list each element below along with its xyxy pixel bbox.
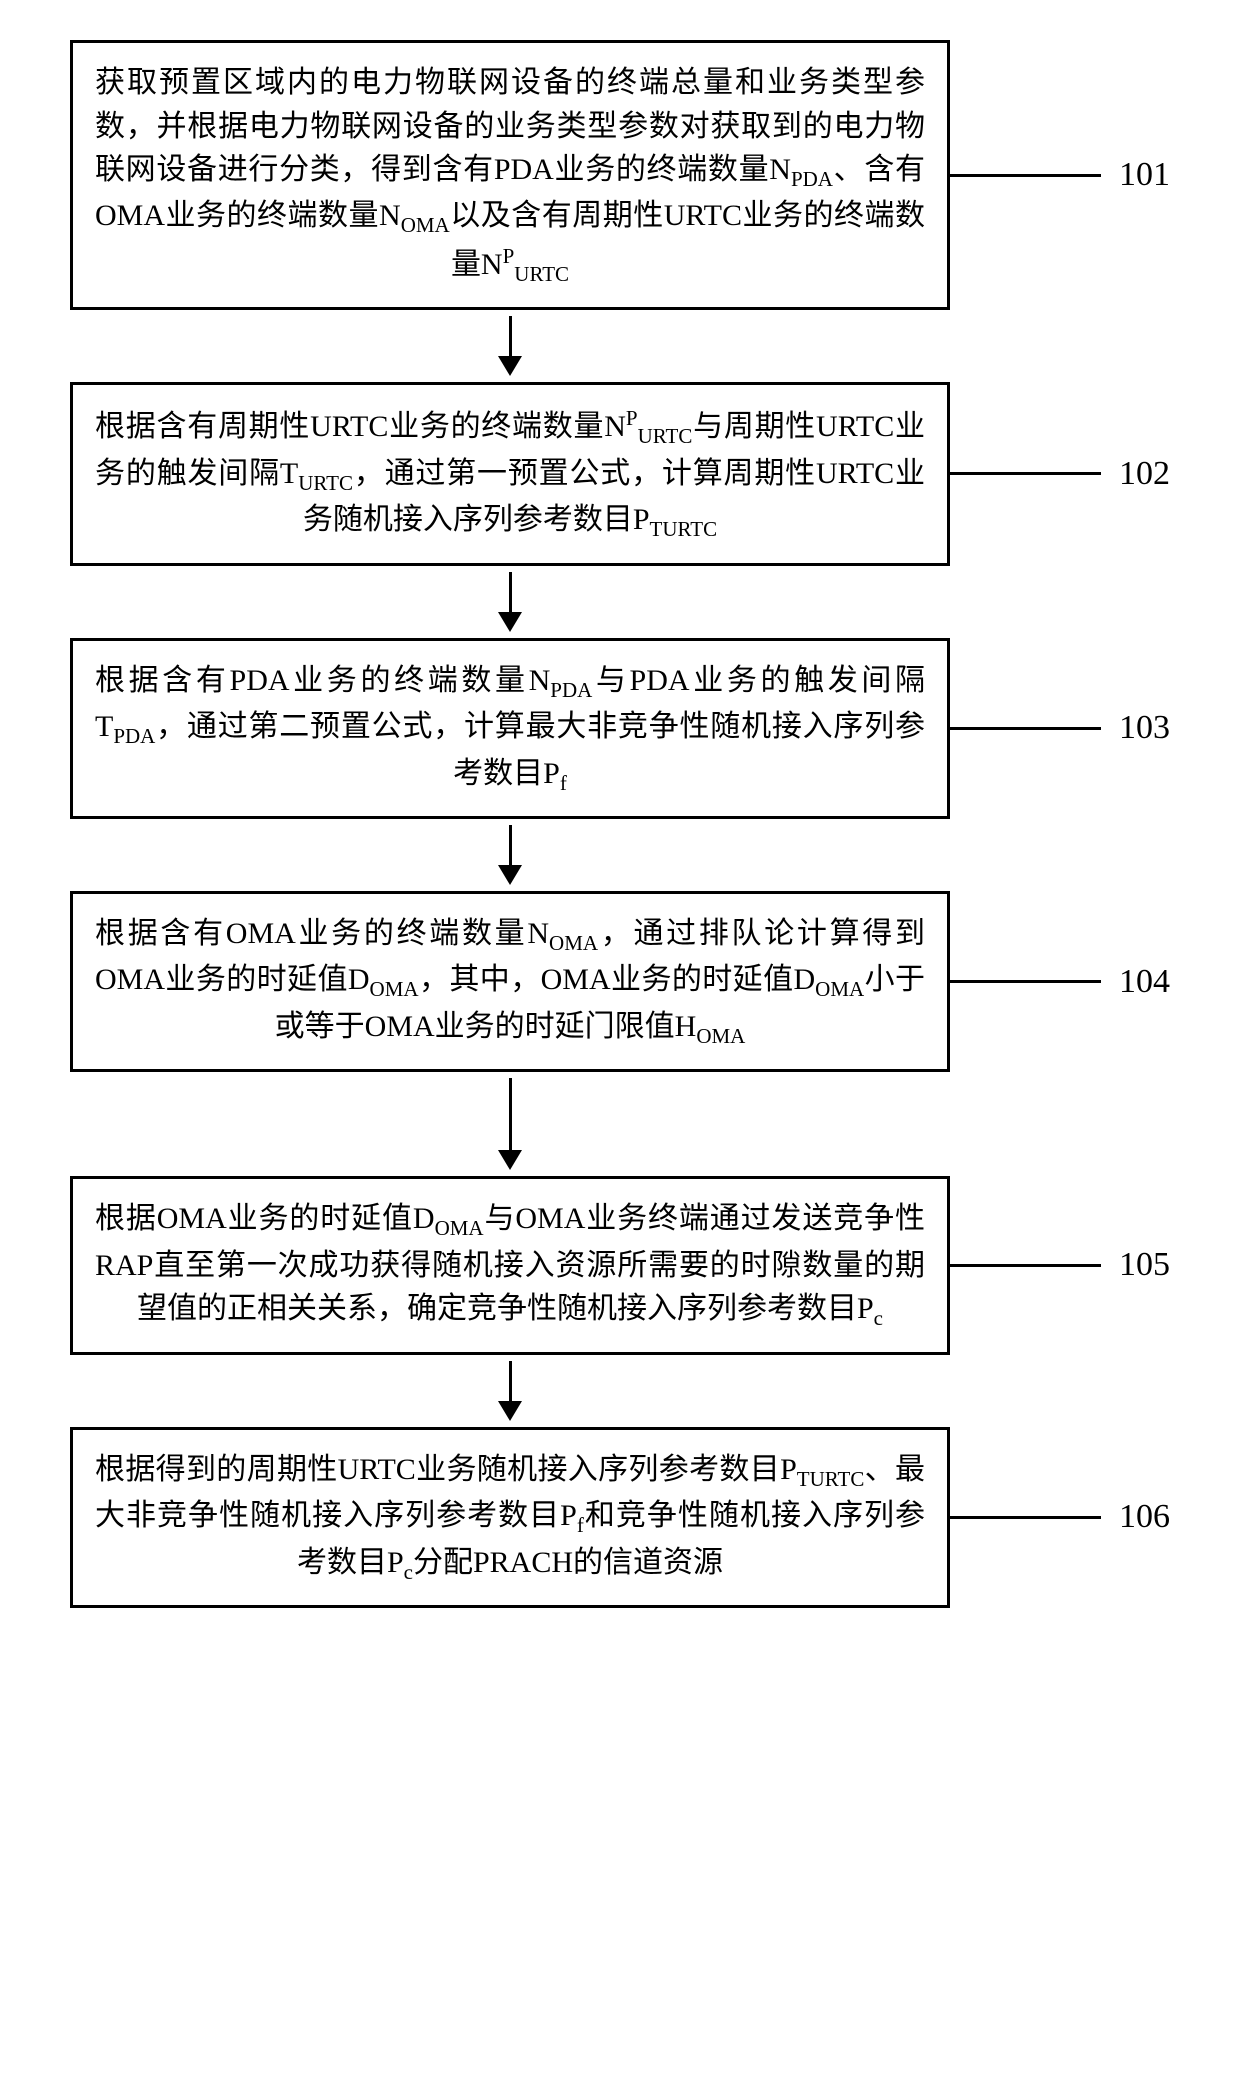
arrow-shaft xyxy=(509,1361,512,1401)
label-connector xyxy=(950,727,1101,730)
flowchart-row: 根据含有OMA业务的终端数量NOMA，通过排队论计算得到OMA业务的时延值DOM… xyxy=(70,891,1170,1072)
connector-line xyxy=(950,472,1101,475)
label-connector xyxy=(950,980,1101,983)
flowchart-row: 根据得到的周期性URTC业务随机接入序列参考数目PTURTC、最大非竞争性随机接… xyxy=(70,1427,1170,1608)
flowchart-row: 根据OMA业务的时延值DOMA与OMA业务终端通过发送竞争性RAP直至第一次成功… xyxy=(70,1176,1170,1354)
arrow-head-icon xyxy=(498,1150,522,1170)
step-102-box: 根据含有周期性URTC业务的终端数量NPURTC与周期性URTC业务的触发间隔T… xyxy=(70,382,950,565)
flowchart-row: 根据含有PDA业务的终端数量NPDA与PDA业务的触发间隔TPDA，通过第二预置… xyxy=(70,638,1170,819)
step-106-box: 根据得到的周期性URTC业务随机接入序列参考数目PTURTC、最大非竞争性随机接… xyxy=(70,1427,950,1608)
step-104-label: 104 xyxy=(1119,963,1170,1001)
label-connector xyxy=(950,1264,1101,1267)
arrow-head-icon xyxy=(498,1401,522,1421)
label-connector xyxy=(950,174,1101,177)
flow-arrow xyxy=(70,316,950,376)
flow-arrow xyxy=(70,1078,950,1170)
step-103-label: 103 xyxy=(1119,709,1170,747)
connector-line xyxy=(950,980,1101,983)
step-105-box: 根据OMA业务的时延值DOMA与OMA业务终端通过发送竞争性RAP直至第一次成功… xyxy=(70,1176,950,1354)
arrow-shaft xyxy=(509,1078,512,1150)
arrow-shaft xyxy=(509,316,512,356)
flowchart-row: 获取预置区域内的电力物联网设备的终端总量和业务类型参数，并根据电力物联网设备的业… xyxy=(70,40,1170,310)
connector-line xyxy=(950,1264,1101,1267)
arrow-head-icon xyxy=(498,612,522,632)
step-101-box: 获取预置区域内的电力物联网设备的终端总量和业务类型参数，并根据电力物联网设备的业… xyxy=(70,40,950,310)
flow-arrow xyxy=(70,1361,950,1421)
flowchart-container: 获取预置区域内的电力物联网设备的终端总量和业务类型参数，并根据电力物联网设备的业… xyxy=(70,40,1170,1608)
flow-arrow xyxy=(70,825,950,885)
connector-line xyxy=(950,174,1101,177)
step-105-label: 105 xyxy=(1119,1246,1170,1284)
step-102-label: 102 xyxy=(1119,455,1170,493)
flow-arrow xyxy=(70,572,950,632)
connector-line xyxy=(950,727,1101,730)
connector-line xyxy=(950,1516,1101,1519)
step-106-label: 106 xyxy=(1119,1498,1170,1536)
label-connector xyxy=(950,472,1101,475)
arrow-shaft xyxy=(509,825,512,865)
arrow-head-icon xyxy=(498,865,522,885)
flowchart-row: 根据含有周期性URTC业务的终端数量NPURTC与周期性URTC业务的触发间隔T… xyxy=(70,382,1170,565)
arrow-head-icon xyxy=(498,356,522,376)
step-101-label: 101 xyxy=(1119,156,1170,194)
step-104-box: 根据含有OMA业务的终端数量NOMA，通过排队论计算得到OMA业务的时延值DOM… xyxy=(70,891,950,1072)
step-103-box: 根据含有PDA业务的终端数量NPDA与PDA业务的触发间隔TPDA，通过第二预置… xyxy=(70,638,950,819)
label-connector xyxy=(950,1516,1101,1519)
arrow-shaft xyxy=(509,572,512,612)
